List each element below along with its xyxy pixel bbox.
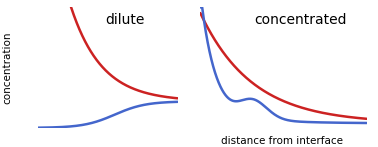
Text: distance from interface: distance from interface [221, 136, 342, 146]
Text: dilute: dilute [105, 13, 144, 27]
Text: concentrated: concentrated [254, 13, 346, 27]
Text: concentration: concentration [2, 31, 12, 104]
